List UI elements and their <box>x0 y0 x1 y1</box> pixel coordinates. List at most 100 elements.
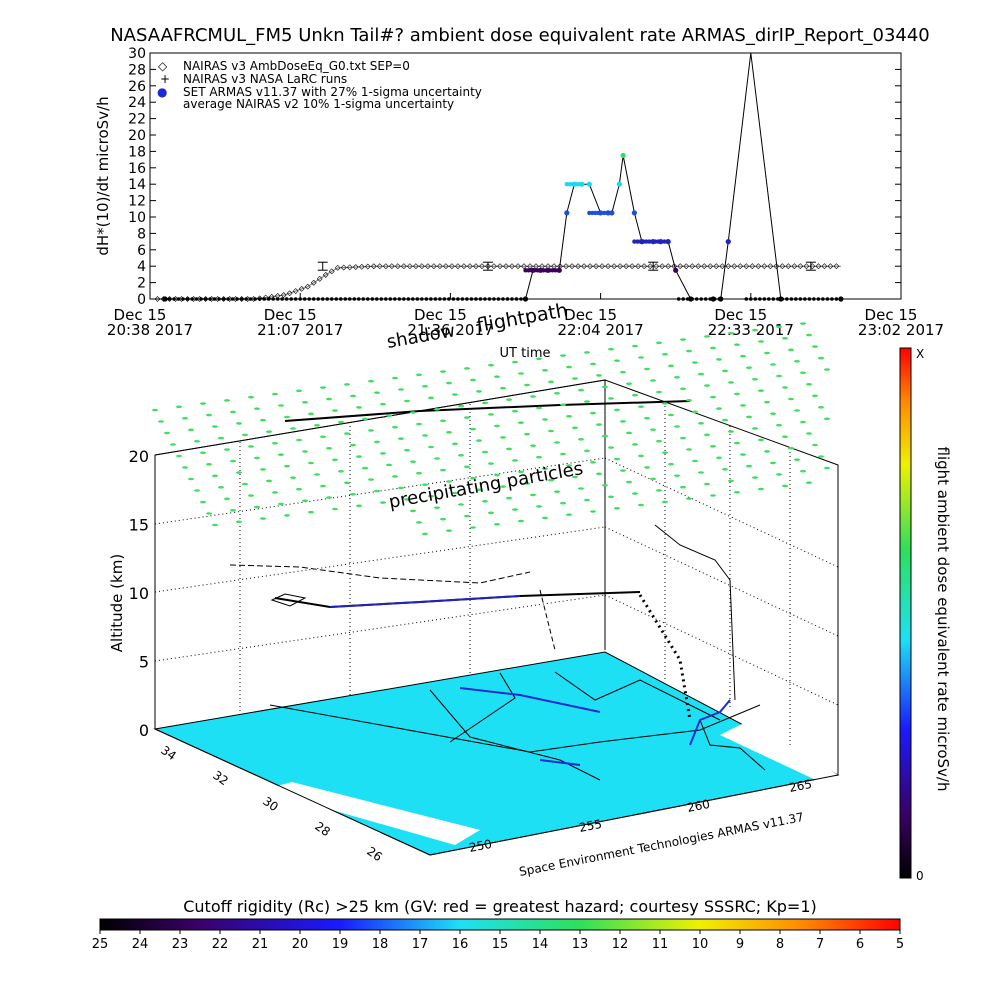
armas-plateau-point <box>605 210 610 216</box>
particle-marker <box>698 422 704 425</box>
particle-marker <box>350 443 356 447</box>
particle-marker <box>758 340 764 343</box>
particle-marker <box>506 496 512 500</box>
nairas-diamond-marker <box>376 263 383 270</box>
particle-marker <box>800 322 806 325</box>
armas-baseline-point <box>217 297 221 301</box>
armas-baseline-point <box>442 297 447 301</box>
particle-marker <box>560 403 566 407</box>
particle-marker <box>812 394 818 398</box>
armas-baseline-point <box>365 297 370 301</box>
particle-marker <box>650 379 656 382</box>
cutoff-colorbar-title: Cutoff rigidity (Rc) >25 km (GV: red = g… <box>183 897 817 916</box>
armas-baseline-point <box>798 297 803 301</box>
armas-baseline-point <box>325 297 330 301</box>
particle-marker <box>536 505 542 508</box>
nairas-diamond-marker <box>719 263 726 270</box>
particle-marker <box>446 381 452 385</box>
particle-marker <box>404 399 410 403</box>
armas-baseline-point <box>370 297 375 301</box>
nairas-diamond-marker <box>653 263 660 270</box>
particle-marker <box>434 506 440 510</box>
particle-marker <box>578 438 584 441</box>
nairas-diamond-marker <box>184 296 191 302</box>
armas-baseline-point <box>483 297 487 301</box>
nairas-diamond-marker <box>358 263 365 270</box>
particle-marker <box>380 402 386 406</box>
armas-baseline-point <box>681 297 686 301</box>
nairas-diamond-marker <box>388 263 395 270</box>
particle-marker <box>206 413 212 417</box>
particle-marker <box>770 412 776 416</box>
nairas-diamond-marker <box>328 268 335 275</box>
particle-marker <box>242 482 248 486</box>
y-tick-label: 6 <box>137 243 146 259</box>
particle-marker <box>302 450 308 453</box>
particle-marker <box>494 523 500 526</box>
armas-baseline-point <box>167 297 172 301</box>
particle-marker <box>530 395 536 398</box>
particle-marker <box>764 450 770 453</box>
particle-marker <box>548 380 554 384</box>
particle-marker <box>710 445 716 448</box>
particle-marker <box>734 491 740 494</box>
armas-baseline-point <box>447 297 451 301</box>
nairas-diamond-marker <box>821 263 828 270</box>
particle-marker <box>164 431 170 435</box>
particle-marker <box>542 369 548 372</box>
legend-label-2: NAIRAS v3 NASA LaRC runs <box>183 72 347 86</box>
armas-baseline-point <box>307 297 312 301</box>
particle-marker <box>254 456 260 460</box>
particle-marker <box>626 480 632 484</box>
particle-marker <box>398 486 404 490</box>
particle-marker <box>506 447 512 451</box>
particle-marker <box>194 489 200 492</box>
particle-marker <box>524 482 530 485</box>
particle-marker <box>374 440 380 444</box>
legend-symbol-3: ● <box>157 85 167 99</box>
nairas-diamond-marker <box>647 263 654 270</box>
particle-marker <box>326 397 332 401</box>
particle-marker <box>554 490 560 494</box>
nairas-diamond-marker <box>346 264 353 271</box>
armas-baseline-point <box>510 297 514 301</box>
particle-marker <box>512 508 518 511</box>
particle-marker <box>680 436 686 440</box>
nairas-diamond-marker <box>563 263 569 270</box>
x-tick-date: Dec 15 <box>114 306 167 324</box>
particle-marker <box>260 468 266 471</box>
particle-marker <box>446 480 452 483</box>
particle-marker <box>458 404 464 408</box>
ground-surface-white-coast <box>720 720 838 782</box>
particle-marker <box>740 354 746 358</box>
particle-marker <box>800 469 806 473</box>
latitude-tick-label: 34 <box>158 743 179 763</box>
armas-baseline-point <box>334 297 339 301</box>
particle-marker <box>824 368 830 371</box>
nairas-diamond-marker <box>617 263 624 270</box>
particle-marker <box>728 430 734 433</box>
particle-marker <box>728 479 734 483</box>
particle-marker <box>590 461 596 464</box>
top-ridge <box>154 379 606 456</box>
armas-baseline-point <box>375 297 379 301</box>
particle-marker <box>650 477 656 481</box>
box-back-wall-right <box>604 379 839 775</box>
nairas-diamond-marker <box>737 263 744 270</box>
particle-marker <box>248 395 254 399</box>
particle-marker <box>812 345 818 348</box>
legend: ◇ NAIRAS v3 AmbDoseEq_G0.txt SEP=0 + NAI… <box>157 59 482 111</box>
particle-marker <box>152 408 158 412</box>
particle-marker <box>776 374 782 378</box>
particle-marker <box>776 473 782 476</box>
particle-marker <box>380 501 386 504</box>
armas-baseline-point <box>776 297 780 301</box>
nairas-diamond-marker <box>689 263 696 270</box>
annotation-flightpath: flightpath <box>475 299 569 337</box>
particle-marker <box>632 492 638 495</box>
particle-marker <box>794 409 800 412</box>
particle-marker <box>554 392 560 395</box>
particle-marker <box>644 466 650 469</box>
flightpath-top <box>284 400 691 422</box>
altitude-tick-label: 10 <box>129 584 149 603</box>
